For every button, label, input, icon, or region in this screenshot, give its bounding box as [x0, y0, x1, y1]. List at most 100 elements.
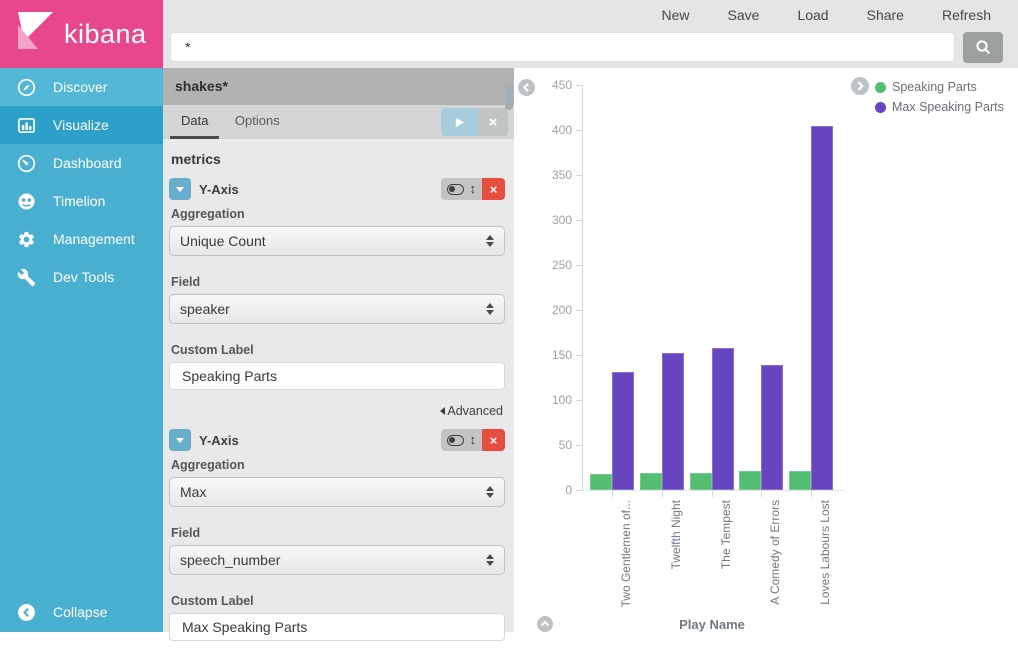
sidebar-item-timelion[interactable]: Timelion — [0, 182, 163, 220]
y-tick-label: 300 — [526, 213, 572, 227]
custom-label-input[interactable] — [169, 362, 505, 390]
sidebar-item-label: Timelion — [53, 193, 105, 209]
y-tick-mark — [576, 220, 582, 221]
menu-item-load[interactable]: Load — [778, 0, 847, 31]
reorder-metric-button[interactable]: ↕ — [470, 429, 477, 451]
bar-speaking-parts[interactable] — [789, 471, 811, 490]
tab-data[interactable]: Data — [170, 105, 219, 139]
sidebar-item-dashboard[interactable]: Dashboard — [0, 144, 163, 182]
x-axis-baseline — [582, 490, 844, 491]
magnifier-icon — [975, 39, 992, 56]
metric-controls: ↕ × — [441, 178, 506, 200]
legend-item[interactable]: Max Speaking Parts — [875, 97, 1004, 117]
custom-label-input[interactable] — [169, 613, 505, 641]
caret-left-icon — [440, 407, 445, 415]
x-tick-mark — [761, 491, 762, 497]
menu-item-share[interactable]: Share — [848, 0, 923, 31]
kibana-logo-block[interactable]: kibana — [0, 0, 163, 68]
legend-label: Speaking Parts — [892, 80, 977, 94]
legend-item[interactable]: Speaking Parts — [875, 77, 1004, 97]
metric-collapse-button[interactable] — [169, 429, 191, 451]
bar-max-speaking-parts[interactable] — [712, 348, 734, 490]
field-label: Field — [171, 275, 505, 289]
wrench-icon — [17, 268, 36, 287]
y-tick-label: 100 — [526, 393, 572, 407]
config-panel-scrollbar[interactable] — [505, 84, 513, 110]
config-tabs-bar: Data Options × — [163, 105, 514, 139]
bar-max-speaking-parts[interactable] — [761, 365, 783, 490]
sidebar-item-label: Visualize — [53, 117, 109, 133]
y-tick-label: 200 — [526, 303, 572, 317]
close-icon: × — [490, 433, 498, 448]
y-tick-mark — [576, 445, 582, 446]
custom-label-label: Custom Label — [171, 343, 505, 357]
metric-collapse-button[interactable] — [169, 178, 191, 200]
sidebar-item-management[interactable]: Management — [0, 220, 163, 258]
bar-max-speaking-parts[interactable] — [612, 372, 634, 490]
x-tick-mark — [712, 491, 713, 497]
disable-metric-toggle[interactable] — [447, 435, 464, 446]
remove-metric-button[interactable]: × — [482, 178, 505, 200]
y-tick-mark — [576, 130, 582, 131]
field-value: speech_number — [180, 552, 280, 568]
owl-icon — [17, 192, 36, 211]
discard-changes-button[interactable]: × — [478, 108, 508, 136]
reorder-metric-button[interactable]: ↕ — [470, 178, 477, 200]
sidebar-collapse-button[interactable]: Collapse — [0, 592, 163, 632]
collapse-circle-icon — [17, 603, 36, 622]
legend-toggle-chevron-right-icon[interactable] — [851, 77, 869, 100]
aggregation-value: Max — [180, 484, 206, 500]
collapse-label: Collapse — [53, 604, 107, 620]
y-tick-label: 350 — [526, 168, 572, 182]
close-icon: × — [489, 114, 498, 131]
chevron-up-icon[interactable] — [537, 616, 553, 637]
sidebar-item-dev-tools[interactable]: Dev Tools — [0, 258, 163, 296]
metric-controls: ↕ × — [441, 429, 506, 451]
metric-block-2: Y-Axis ↕ × Aggregation Max Field — [169, 428, 505, 641]
sidebar-item-visualize[interactable]: Visualize — [0, 106, 163, 144]
chevron-down-icon — [176, 438, 184, 443]
sidebar-item-label: Management — [53, 231, 135, 247]
y-tick-label: 400 — [526, 123, 572, 137]
aggregation-label: Aggregation — [171, 458, 505, 472]
sidebar-item-discover[interactable]: Discover — [0, 68, 163, 106]
aggregation-value: Unique Count — [180, 233, 266, 249]
x-category-label: A Comedy of Errors — [768, 500, 782, 660]
search-row — [170, 31, 1018, 64]
bar-chart-icon — [17, 116, 36, 135]
brand-name: kibana — [64, 19, 147, 50]
menu-item-new[interactable]: New — [643, 0, 709, 31]
field-select[interactable]: speech_number — [169, 545, 505, 575]
tab-options[interactable]: Options — [224, 105, 291, 139]
bar-speaking-parts[interactable] — [590, 474, 612, 490]
field-label: Field — [171, 526, 505, 540]
bar-speaking-parts[interactable] — [690, 473, 712, 490]
bar-max-speaking-parts[interactable] — [811, 126, 833, 490]
bar-speaking-parts[interactable] — [739, 471, 761, 490]
legend-label: Max Speaking Parts — [892, 100, 1004, 114]
menu-item-save[interactable]: Save — [709, 0, 779, 31]
metric-block-1: Y-Axis ↕ × Aggregation Unique Count Fiel… — [169, 177, 505, 418]
field-select[interactable]: speaker — [169, 294, 505, 324]
disable-metric-toggle[interactable] — [447, 184, 464, 195]
apply-changes-button[interactable] — [441, 108, 478, 136]
menu-item-refresh[interactable]: Refresh — [923, 0, 1010, 31]
remove-metric-button[interactable]: × — [482, 429, 505, 451]
kibana-logo-icon — [12, 9, 56, 60]
aggregation-select[interactable]: Unique Count — [169, 226, 505, 256]
y-tick-mark — [576, 310, 582, 311]
query-input[interactable] — [170, 32, 955, 62]
metric-header: Y-Axis ↕ × — [169, 177, 505, 201]
bar-speaking-parts[interactable] — [640, 473, 662, 490]
move-icon: ↕ — [470, 181, 477, 196]
aggregation-select[interactable]: Max — [169, 477, 505, 507]
y-tick-mark — [576, 175, 582, 176]
search-button[interactable] — [963, 32, 1003, 63]
bar-max-speaking-parts[interactable] — [662, 353, 684, 490]
x-category-label: The Tempest — [719, 500, 733, 660]
advanced-link[interactable]: Advanced — [169, 404, 503, 418]
select-arrows-icon — [486, 554, 494, 566]
y-tick-mark — [576, 85, 582, 86]
y-axis-line — [582, 85, 583, 490]
x-tick-mark — [612, 491, 613, 497]
